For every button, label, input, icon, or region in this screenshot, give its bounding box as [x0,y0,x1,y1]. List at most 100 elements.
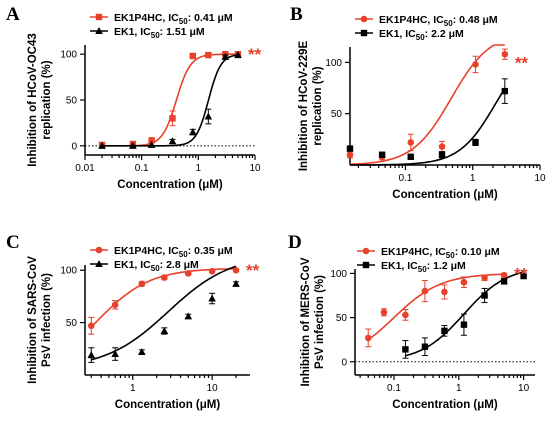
data-point [460,278,468,286]
legend-label: EK1, IC50: 2.2 μM [379,28,464,42]
data-point [481,292,488,299]
y-tick-label: 50 [331,109,343,120]
legend-marker [360,15,368,23]
data-point [402,311,409,319]
legend-entry: EK1P4HC, IC50: 0.35 μM [90,245,233,259]
data-point [98,141,106,149]
x-axis-label: Concentration (μM) [392,189,498,201]
series-ek1 [98,51,242,149]
data-point [221,52,230,60]
data-point [87,322,95,330]
x-tick-label: 0.01 [75,163,95,174]
data-point [421,287,429,295]
legend-marker [95,260,103,267]
panel-c: C 1 10 50 100 Concentration (μM) Inhibition of… [6,232,260,411]
series-ek1p4hc [87,266,240,335]
x-tick-label: 10 [249,163,261,174]
data-point [402,346,409,353]
data-point [500,278,508,285]
data-point [147,140,156,148]
legend-label: EK1P4HC, IC50: 0.48 μM [379,14,498,28]
data-point [407,139,415,146]
legend-marker [95,246,103,254]
data-point [472,61,479,68]
significance-marker: ** [248,45,262,64]
x-tick-label: 0.1 [135,163,149,174]
data-point [501,87,509,95]
data-point [189,128,197,136]
data-point [208,267,216,275]
data-point [111,350,119,358]
y-tick-label: 100 [60,50,77,61]
legend-marker [95,13,103,21]
panel-letter: D [288,232,302,253]
data-point [421,343,429,350]
legend-entry: EK1P4HC, IC50: 0.41 μM [90,12,233,26]
x-axis-label: Concentration (μM) [392,399,498,411]
x-tick-label: 0.1 [398,173,412,184]
data-point [161,274,168,281]
legend-marker [362,261,370,269]
significance-marker: ** [515,53,529,72]
data-point [184,270,192,277]
data-point [346,151,354,159]
data-point [380,308,388,316]
legend-marker [362,247,370,255]
legend-label: EK1P4HC, IC50: 0.10 μM [381,246,500,260]
data-point [346,145,354,152]
data-point [160,327,169,334]
data-point [460,321,468,328]
legend-entry: EK1P4HC, IC50: 0.48 μM [355,14,498,28]
series-ek1p4hc [364,271,508,348]
panel-letter: B [290,4,303,25]
data-point [232,279,240,287]
data-point [129,141,137,149]
x-tick-label: 0.1 [387,383,401,394]
data-point [438,151,446,158]
y-tick-label: 50 [336,313,348,324]
panel-b: B 0.1 1 10 50 100 Concentration (μM) Inhibition… [290,4,546,201]
panel-letter: C [6,232,20,253]
data-point [184,312,193,320]
y-axis-label-line1: Inhibition of SARS-CoV [27,256,39,384]
y-tick-label: 100 [60,266,77,277]
y-axis-label-line1: Inhibition of HCoV-229E [298,41,310,172]
x-tick-label: 1 [196,163,202,174]
y-tick-label: 0 [71,141,77,152]
legend-entry: EK1, IC50: 1.51 μM [90,26,205,40]
legend-entry: EK1, IC50: 2.8 μM [90,259,199,273]
data-point [472,139,479,146]
data-point [111,301,119,309]
y-axis-label-line2: replication (%) [312,66,324,145]
legend-entry: EK1, IC50: 1.2 μM [357,260,466,274]
fit-curve [367,273,505,341]
legend-marker [95,27,103,34]
legend-label: EK1P4HC, IC50: 0.35 μM [114,245,233,259]
legend-entry: EK1P4HC, IC50: 0.10 μM [357,246,500,260]
x-tick-label: 1 [130,383,136,394]
significance-marker: ** [514,264,528,283]
legend-label: EK1, IC50: 2.8 μM [114,259,199,273]
data-point [169,115,176,122]
panel-letter: A [6,4,20,25]
fit-curve [350,88,506,166]
data-point [168,137,177,145]
legend-marker [360,29,368,37]
data-point [438,143,446,150]
y-axis-label-line1: Inhibition of HCoV-OC43 [27,33,39,167]
data-point [364,334,372,342]
x-tick-label: 10 [518,383,530,394]
y-tick-label: 100 [325,58,342,69]
x-tick-label: 1 [470,173,476,184]
y-axis-label-line1: Inhibition of MERS-CoV [300,257,312,386]
data-point [204,112,213,120]
data-point [407,153,414,160]
legend-label: EK1, IC50: 1.51 μM [114,26,205,40]
y-tick-label: 50 [66,96,78,107]
series-ek1 [87,265,240,363]
legend-entry: EK1, IC50: 2.2 μM [355,28,464,42]
fit-curve [102,53,238,147]
data-point [148,137,155,144]
